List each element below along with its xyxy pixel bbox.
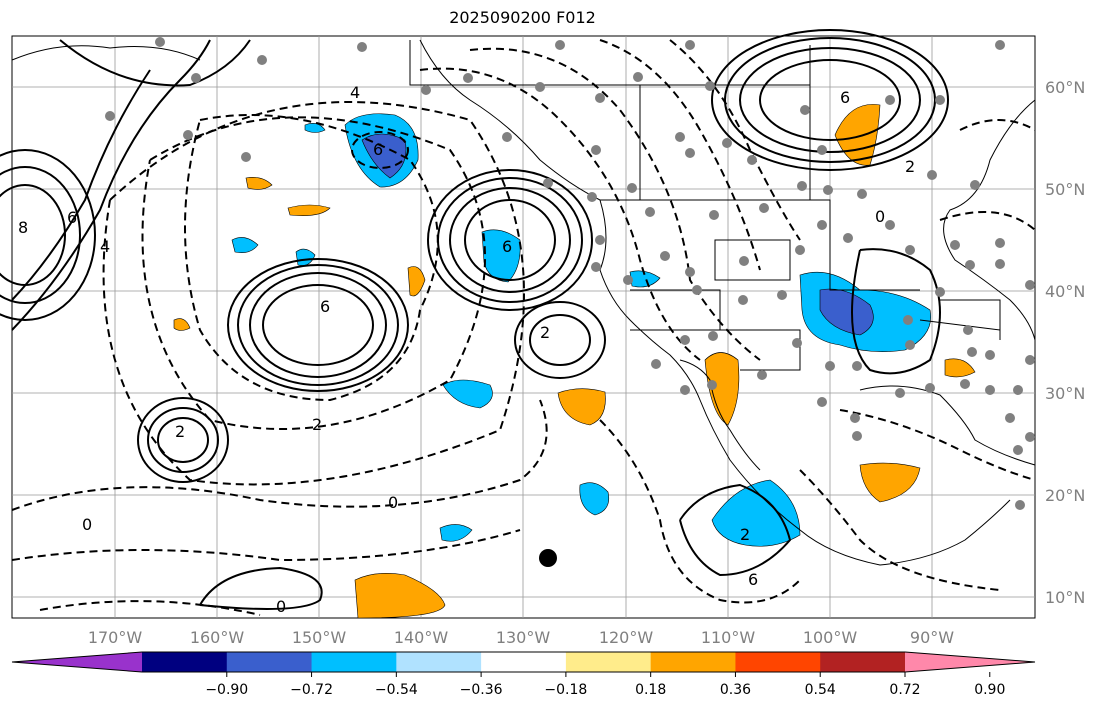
colorbar-tick-label: 0.90	[974, 682, 1005, 698]
patch-pnw-low	[481, 229, 521, 283]
contour-label: 2	[905, 157, 915, 176]
patch-hudson-orange	[834, 104, 881, 166]
contour-labels: 6 6 6 6 6 4 8 2 2 2 2 0 0 0 4 2 0 6	[18, 83, 915, 616]
contour-label: 2	[175, 422, 185, 441]
lat-label: 50°N	[1045, 180, 1085, 199]
colorbar-segment	[820, 652, 906, 672]
patch-pacific-6	[629, 270, 661, 288]
contour-label: 6	[502, 237, 512, 256]
colorbar-tick-label: −0.90	[205, 682, 248, 698]
contour-label: 6	[320, 297, 330, 316]
contour-label: 0	[276, 597, 286, 616]
contour-label: 4	[350, 83, 360, 102]
colorbar-tick-label: 0.18	[635, 682, 666, 698]
colorbar-segment	[735, 652, 821, 672]
colorbar-tick-label: 0.54	[805, 682, 836, 698]
low-gulf-alaska	[351, 131, 409, 169]
colorbar-segment	[396, 652, 482, 672]
patch-mexico-west	[711, 479, 801, 547]
colorbar-tick-label: −0.54	[375, 682, 418, 698]
high-canada	[759, 59, 901, 141]
colorbar-tick-label: −0.72	[290, 682, 333, 698]
patch-pacific-orange-4	[173, 318, 191, 331]
patch-central-us-core	[819, 288, 874, 336]
patch-baja-orange	[557, 388, 606, 426]
contour-label: 0	[875, 207, 885, 226]
colorbar-tick-label: −0.18	[544, 682, 587, 698]
colorbar-tick-label: 0.72	[889, 682, 920, 698]
patch-mexico-orange	[704, 352, 740, 426]
patch-east-orange	[944, 358, 976, 378]
lon-label: 120°W	[599, 628, 654, 647]
colorbar-segment	[650, 652, 736, 672]
map-panel: 6 6 6 6 6 4 8 2 2 2 2 0 0 0 4 2 0 6	[0, 29, 1036, 619]
patch-pacific-3	[231, 237, 259, 253]
contour-label: 2	[540, 323, 550, 342]
lon-label: 140°W	[394, 628, 449, 647]
high-center-pacific	[262, 284, 374, 366]
negative-contours	[11, 39, 1036, 616]
contour-label: 2	[312, 415, 322, 434]
lon-label: 170°W	[88, 628, 143, 647]
colorbar-outline	[11, 651, 1036, 673]
lat-label: 10°N	[1045, 588, 1085, 607]
colorbar-segment	[226, 652, 313, 672]
contour-label: 0	[82, 515, 92, 534]
colorbar-segment	[142, 652, 228, 672]
patch-pacific-1	[442, 379, 493, 409]
contour-label: 0	[388, 493, 398, 512]
contour-label: 6	[840, 88, 850, 107]
lon-label: 90°W	[910, 628, 954, 647]
patch-south-orange	[354, 573, 446, 619]
colorbar-segment	[565, 652, 652, 672]
latitude-axis: 60°N 50°N 40°N 30°N 20°N 10°N	[1045, 78, 1085, 607]
coastlines	[11, 39, 1036, 566]
lon-label: 150°W	[292, 628, 347, 647]
lon-label: 130°W	[496, 628, 551, 647]
contour-label: 6	[67, 208, 77, 227]
colorbar-segment	[481, 652, 567, 672]
lon-label: 100°W	[803, 628, 858, 647]
patch-pacific-orange-2	[245, 177, 273, 190]
station-markers	[105, 37, 1035, 510]
map-title: 2025090200 F012	[449, 8, 596, 27]
patch-pacific-5	[439, 524, 473, 542]
lat-label: 60°N	[1045, 78, 1085, 97]
colorbar-extend-min	[12, 652, 142, 672]
contour-label: 6	[373, 140, 383, 159]
colorbar-extend-max	[905, 652, 1035, 672]
lat-label: 30°N	[1045, 384, 1085, 403]
colorbar-tick-label: 0.36	[720, 682, 751, 698]
shaded-regions	[173, 104, 976, 619]
storm-center-marker	[539, 549, 557, 567]
colorbar: −0.90 −0.72 −0.54 −0.36 −0.18 0.18 0.36 0.54 0.7…	[11, 651, 1036, 698]
contour-label: 2	[740, 525, 750, 544]
colorbar-tick-label: −0.36	[460, 682, 503, 698]
patch-pacific-orange-1	[287, 204, 331, 216]
contour-label: 8	[18, 218, 28, 237]
high-coast	[529, 314, 591, 366]
lat-label: 20°N	[1045, 486, 1085, 505]
patch-gulf-alaska-core	[361, 133, 407, 179]
patch-gulf-orange	[859, 462, 921, 503]
patch-pacific-2	[579, 482, 609, 516]
lat-label: 40°N	[1045, 282, 1085, 301]
contour-label: 4	[100, 237, 110, 256]
longitude-axis: 170°W 160°W 150°W 140°W 130°W 120°W 110°…	[88, 628, 954, 647]
contour-label: 6	[748, 570, 758, 589]
patch-pacific-orange-3	[407, 266, 426, 297]
high-sw	[157, 417, 209, 463]
patch-pacific-7	[304, 123, 326, 133]
colorbar-segment	[311, 652, 397, 672]
lon-label: 160°W	[190, 628, 245, 647]
lon-label: 110°W	[701, 628, 756, 647]
high-pnw	[464, 199, 556, 281]
